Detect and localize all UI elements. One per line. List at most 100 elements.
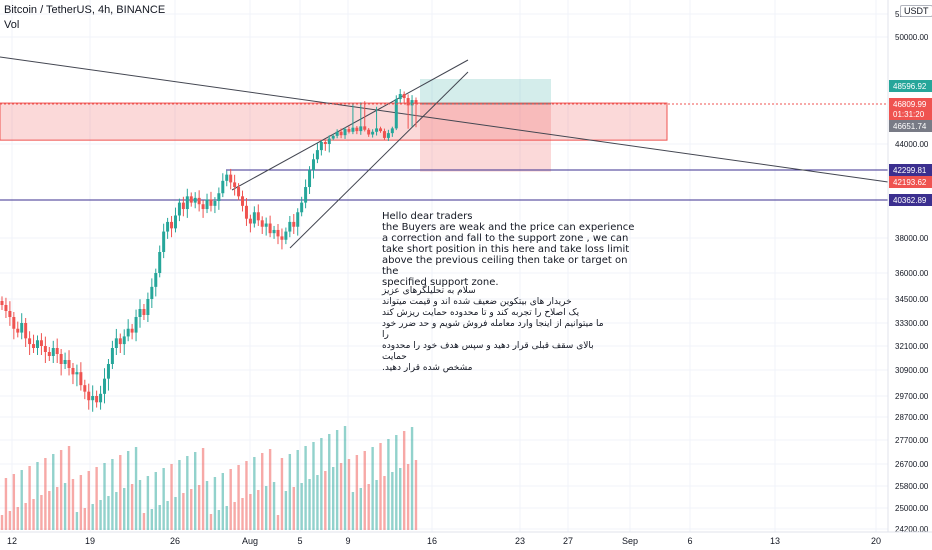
candle-body xyxy=(371,131,375,135)
volume-bar xyxy=(355,455,359,530)
price-tick-label: 29700.00 xyxy=(895,392,929,401)
price-tick-label: 33300.00 xyxy=(895,319,929,328)
candle-body xyxy=(28,338,32,345)
volume-bar xyxy=(233,502,236,530)
wedge-upper-line xyxy=(231,59,469,191)
candle-body xyxy=(398,94,402,100)
volume-bar xyxy=(83,508,86,530)
time-tick-label: 12 xyxy=(7,536,17,546)
volume-bar xyxy=(304,446,307,530)
time-tick-label: 20 xyxy=(871,536,881,546)
volume-bar xyxy=(249,494,252,530)
candle-body xyxy=(166,221,170,232)
volume-bar xyxy=(371,447,374,530)
candle-body xyxy=(32,344,36,348)
candle-body xyxy=(75,372,79,375)
position-stop-zone[interactable] xyxy=(420,79,551,104)
volume-bar xyxy=(8,511,12,530)
volume-bar xyxy=(272,482,276,530)
candle-body xyxy=(319,141,323,151)
volume-bar xyxy=(343,426,347,530)
volume-bar xyxy=(324,471,327,530)
candle-body xyxy=(8,311,12,317)
candle-body xyxy=(130,328,134,333)
volume-bar xyxy=(201,448,205,530)
volume-bar xyxy=(391,472,394,530)
candle-body xyxy=(382,131,386,138)
candle-body xyxy=(406,98,410,106)
volume-bars xyxy=(0,426,418,530)
price-axis-bg[interactable] xyxy=(888,0,932,532)
price-label-bg xyxy=(889,120,932,132)
candle-body xyxy=(122,336,126,345)
candle-body xyxy=(351,127,355,132)
candle-body xyxy=(201,204,205,210)
symbol-title: Bitcoin / TetherUS, 4h, BINANCE xyxy=(4,4,166,16)
position-target-zone[interactable] xyxy=(420,104,551,172)
volume-bar xyxy=(406,464,410,530)
volume-bar xyxy=(387,439,390,530)
price-label-text: 42193.62 xyxy=(893,178,927,187)
candle-body xyxy=(221,180,225,194)
time-tick-label: 6 xyxy=(687,536,692,546)
candle-body xyxy=(327,138,331,144)
candle-body xyxy=(51,348,55,356)
candle-body xyxy=(87,391,91,401)
volume-bar xyxy=(320,438,323,530)
volume-bar xyxy=(339,463,343,530)
candle-body xyxy=(335,131,339,136)
volume-bar xyxy=(328,434,331,530)
candle-body xyxy=(59,354,63,364)
volume-bar xyxy=(347,459,351,530)
time-tick-label: 13 xyxy=(770,536,780,546)
time-tick-label: 26 xyxy=(170,536,180,546)
volume-bar xyxy=(245,461,248,530)
volume-bar xyxy=(375,480,378,530)
candle-body xyxy=(288,221,292,232)
candle-body xyxy=(197,197,201,205)
candle-body xyxy=(280,236,284,240)
candle-body xyxy=(272,229,276,234)
price-label-bg xyxy=(889,164,932,176)
candle-body xyxy=(55,348,59,354)
volume-bar xyxy=(170,464,173,530)
volume-bar xyxy=(414,460,418,530)
volume-bar xyxy=(67,446,71,530)
candle-body xyxy=(244,205,248,219)
time-tick-label: 23 xyxy=(515,536,525,546)
candle-body xyxy=(63,360,67,364)
candle-body xyxy=(300,202,304,213)
volume-bar xyxy=(56,487,59,530)
volume-bar xyxy=(205,481,209,530)
candle-body xyxy=(150,286,154,299)
volume-bar xyxy=(316,475,319,530)
price-label-text: 46809.99 xyxy=(893,100,927,109)
volume-bar xyxy=(174,497,177,530)
volume-bar xyxy=(335,430,339,530)
currency-button[interactable]: USDT xyxy=(900,5,932,17)
trend-lines[interactable] xyxy=(0,56,889,249)
candle-body xyxy=(343,129,347,136)
volume-bar xyxy=(20,470,23,530)
candle-body xyxy=(43,346,47,352)
price-tick-label: 24200.00 xyxy=(895,525,929,534)
candle-body xyxy=(99,393,103,403)
volume-bar xyxy=(359,488,362,530)
candle-body xyxy=(414,100,418,104)
price-label-bg xyxy=(889,98,932,120)
volume-bar xyxy=(59,450,63,530)
descending-trendline xyxy=(0,56,889,183)
price-tick-label: 25000.00 xyxy=(895,504,929,513)
persian-line: سلام به تحلیلگرهای عزیز xyxy=(382,286,476,296)
candle-body xyxy=(375,128,379,132)
candle-body xyxy=(146,299,150,315)
volume-bar xyxy=(292,487,295,530)
candle-body xyxy=(241,196,245,206)
volume-bar xyxy=(308,479,311,530)
candle-body xyxy=(158,252,162,273)
volume-bar xyxy=(63,483,67,530)
candle-body xyxy=(134,317,138,333)
volume-bar xyxy=(276,515,280,530)
candle-body xyxy=(16,328,20,333)
